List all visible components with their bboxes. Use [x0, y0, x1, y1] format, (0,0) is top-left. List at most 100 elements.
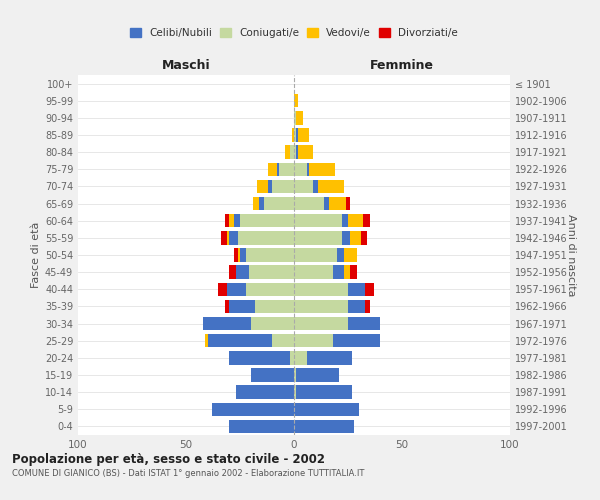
Bar: [294, 386, 296, 399]
Bar: [294, 197, 324, 210]
Text: Femmine: Femmine: [370, 58, 434, 71]
Bar: [294, 231, 341, 244]
Bar: [294, 334, 333, 347]
Bar: [318, 180, 344, 193]
Bar: [229, 300, 255, 313]
Bar: [324, 197, 329, 210]
Bar: [294, 317, 348, 330]
Bar: [298, 146, 313, 159]
Bar: [350, 266, 356, 279]
Bar: [365, 282, 374, 296]
Bar: [294, 420, 355, 433]
Bar: [294, 146, 296, 159]
Bar: [279, 162, 294, 176]
Bar: [294, 180, 313, 193]
Bar: [294, 162, 307, 176]
Bar: [236, 386, 294, 399]
Bar: [259, 197, 264, 210]
Legend: Celibi/Nubili, Coniugati/e, Vedovi/e, Divorziati/e: Celibi/Nubili, Coniugati/e, Vedovi/e, Di…: [128, 26, 460, 40]
Bar: [238, 231, 294, 244]
Bar: [268, 162, 277, 176]
Bar: [233, 214, 240, 228]
Bar: [264, 197, 294, 210]
Bar: [361, 231, 367, 244]
Bar: [227, 231, 229, 244]
Bar: [286, 146, 290, 159]
Bar: [253, 197, 259, 210]
Bar: [348, 300, 365, 313]
Bar: [221, 231, 227, 244]
Text: Popolazione per età, sesso e stato civile - 2002: Popolazione per età, sesso e stato civil…: [12, 452, 325, 466]
Bar: [294, 214, 341, 228]
Bar: [251, 317, 294, 330]
Bar: [290, 351, 294, 364]
Bar: [272, 180, 294, 193]
Bar: [294, 266, 333, 279]
Bar: [307, 351, 352, 364]
Bar: [344, 266, 350, 279]
Bar: [294, 300, 348, 313]
Bar: [248, 266, 294, 279]
Bar: [229, 214, 233, 228]
Bar: [294, 94, 298, 108]
Bar: [247, 248, 294, 262]
Bar: [294, 368, 296, 382]
Bar: [294, 128, 296, 141]
Bar: [341, 214, 348, 228]
Bar: [348, 317, 380, 330]
Bar: [247, 282, 294, 296]
Bar: [203, 317, 251, 330]
Bar: [272, 334, 294, 347]
Bar: [227, 282, 247, 296]
Bar: [296, 111, 302, 124]
Bar: [313, 180, 318, 193]
Y-axis label: Anni di nascita: Anni di nascita: [566, 214, 576, 296]
Bar: [294, 248, 337, 262]
Bar: [225, 300, 229, 313]
Bar: [240, 248, 247, 262]
Bar: [344, 248, 356, 262]
Bar: [333, 266, 344, 279]
Bar: [268, 180, 272, 193]
Bar: [225, 214, 229, 228]
Bar: [208, 334, 272, 347]
Bar: [329, 197, 346, 210]
Bar: [346, 197, 350, 210]
Bar: [205, 334, 208, 347]
Bar: [350, 231, 361, 244]
Bar: [218, 282, 227, 296]
Bar: [229, 231, 238, 244]
Bar: [307, 162, 309, 176]
Bar: [294, 111, 296, 124]
Bar: [309, 162, 335, 176]
Bar: [290, 146, 294, 159]
Bar: [337, 248, 344, 262]
Bar: [233, 248, 238, 262]
Bar: [238, 248, 240, 262]
Bar: [251, 368, 294, 382]
Bar: [240, 214, 294, 228]
Text: COMUNE DI GIANICO (BS) - Dati ISTAT 1° gennaio 2002 - Elaborazione TUTTITALIA.IT: COMUNE DI GIANICO (BS) - Dati ISTAT 1° g…: [12, 469, 364, 478]
Bar: [341, 231, 350, 244]
Bar: [296, 128, 298, 141]
Bar: [294, 351, 307, 364]
Bar: [296, 386, 352, 399]
Bar: [294, 402, 359, 416]
Bar: [277, 162, 279, 176]
Bar: [229, 420, 294, 433]
Bar: [348, 214, 363, 228]
Bar: [229, 266, 236, 279]
Bar: [365, 300, 370, 313]
Bar: [257, 180, 268, 193]
Bar: [296, 146, 298, 159]
Bar: [212, 402, 294, 416]
Bar: [298, 128, 309, 141]
Bar: [294, 282, 348, 296]
Bar: [236, 266, 248, 279]
Y-axis label: Fasce di età: Fasce di età: [31, 222, 41, 288]
Bar: [292, 128, 294, 141]
Bar: [363, 214, 370, 228]
Bar: [296, 368, 340, 382]
Bar: [348, 282, 365, 296]
Text: Maschi: Maschi: [161, 58, 211, 71]
